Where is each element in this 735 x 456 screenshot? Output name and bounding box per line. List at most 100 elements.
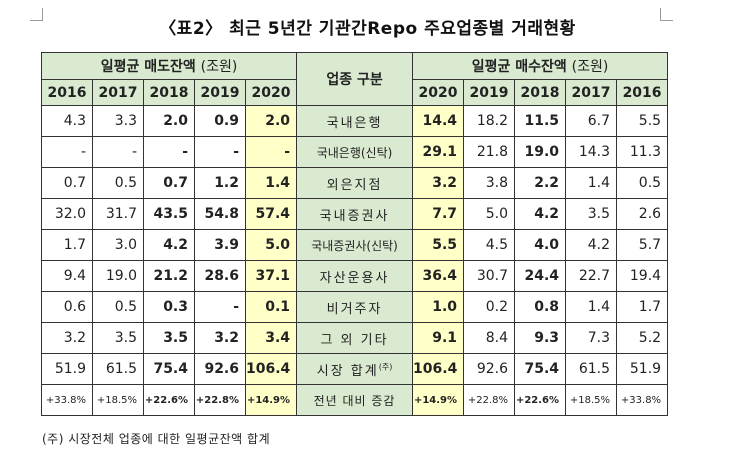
buy-value-cell: 5.7 [616, 229, 669, 261]
sell-value-cell: 19.0 [92, 260, 144, 292]
sell-value-cell: 5.0 [244, 229, 298, 261]
buy-value-cell: 14.4 [412, 105, 465, 137]
buy-value-cell: 3.5 [565, 198, 618, 230]
category-cell: 국내은행 [296, 105, 414, 137]
sell-value-cell: - [244, 136, 298, 168]
sell-value-cell: +22.6% [143, 384, 195, 416]
sell-value-cell: 54.8 [194, 198, 246, 230]
table-title: 〈표2〉 최근 5년간 기관간Repo 주요업종별 거래현황 [159, 19, 576, 39]
sell-value-cell: 3.9 [194, 229, 246, 261]
sell-value-cell: 2.0 [143, 105, 195, 137]
sell-year-header: 2017 [92, 79, 144, 106]
table-row: 1.7 3.0 4.2 3.9 5.0 국내증권사(신탁) 5.5 4.5 4.0 4.2 5.7 [41, 229, 669, 261]
buy-value-cell: 5.2 [616, 322, 669, 354]
table-row: - - - - - 국내은행(신탁) 29.1 21.8 19.0 14.3 11.3 [41, 136, 669, 168]
footnote-marker: (주) [378, 362, 393, 372]
sell-value-cell: - [194, 136, 246, 168]
sell-value-cell: 0.3 [143, 291, 195, 323]
buy-value-cell: 51.9 [616, 353, 669, 385]
repo-table: 일평균 매도잔액 (조원) 업종 구분 일평균 매수잔액 (조원) 2016 2… [40, 52, 669, 416]
buy-value-cell: 11.5 [514, 105, 567, 137]
sell-value-cell: 9.4 [41, 260, 93, 292]
sell-year-header: 2018 [143, 79, 195, 106]
sell-value-cell: 4.3 [41, 105, 93, 137]
buy-value-cell: 21.8 [463, 136, 516, 168]
sell-value-cell: 57.4 [244, 198, 298, 230]
buy-value-cell: 14.3 [565, 136, 618, 168]
buy-value-cell: 7.3 [565, 322, 618, 354]
buy-value-cell: +22.6% [514, 384, 567, 416]
buy-value-cell: 1.4 [565, 167, 618, 199]
category-cell: 국내은행(신탁) [296, 136, 414, 168]
buy-value-cell: 61.5 [565, 353, 618, 385]
buy-year-header: 2017 [565, 79, 618, 106]
sell-value-cell: 0.7 [143, 167, 195, 199]
sell-value-cell: 0.1 [244, 291, 298, 323]
sell-value-cell: - [92, 136, 144, 168]
category-label: 자산운용사 [319, 270, 390, 286]
corner-mark-left [30, 8, 43, 21]
sell-value-cell: 21.2 [143, 260, 195, 292]
table-row: 0.7 0.5 0.7 1.2 1.4 외은지점 3.2 3.8 2.2 1.4 0.5 [41, 167, 669, 199]
buy-value-cell: 29.1 [412, 136, 465, 168]
sell-value-cell: +22.8% [194, 384, 246, 416]
sell-value-cell: 4.2 [143, 229, 195, 261]
sell-value-cell: 3.5 [92, 322, 144, 354]
buy-value-cell: 106.4 [412, 353, 465, 385]
category-label: 비거주자 [326, 301, 383, 317]
category-cell: 비거주자 [296, 291, 414, 323]
buy-value-cell: 5.5 [412, 229, 465, 261]
buy-value-cell: 4.2 [565, 229, 618, 261]
buy-value-cell: 8.4 [463, 322, 516, 354]
buy-value-cell: 18.2 [463, 105, 516, 137]
buy-value-cell: 3.2 [412, 167, 465, 199]
sell-value-cell: 0.5 [92, 291, 144, 323]
buy-value-cell: 30.7 [463, 260, 516, 292]
sell-value-cell: 3.2 [194, 322, 246, 354]
table-row: 0.6 0.5 0.3-0.1 비거주자 1.0 0.2 0.8 1.4 1.7 [41, 291, 669, 323]
buy-balance-header: 일평균 매수잔액 (조원) [412, 52, 669, 80]
buy-value-cell: +18.5% [565, 384, 618, 416]
yoy-change-row: +33.8% +18.5% +22.6% +22.8% +14.9% 전년 대비 증감 +1… [41, 384, 669, 416]
category-cell: 시장 합계(주) [296, 353, 414, 385]
category-label: 국내은행(신탁) [316, 145, 393, 160]
buy-value-cell: 75.4 [514, 353, 567, 385]
category-label: 시장 합계 [316, 363, 379, 379]
buy-balance-unit: (조원) [571, 59, 609, 75]
buy-value-cell: 19.4 [616, 260, 669, 292]
sell-value-cell: 43.5 [143, 198, 195, 230]
buy-value-cell: 6.7 [565, 105, 618, 137]
buy-year-header: 2016 [616, 79, 669, 106]
category-cell: 국내증권사 [296, 198, 414, 230]
buy-value-cell: 24.4 [514, 260, 567, 292]
category-cell: 외은지점 [296, 167, 414, 199]
buy-value-cell: 9.1 [412, 322, 465, 354]
footnote: (주) 시장전체 업종에 대한 일평균잔액 합계 [42, 432, 271, 446]
buy-year-header: 2018 [514, 79, 567, 106]
category-cell: 그 외 기타 [296, 322, 414, 354]
category-label: 전년 대비 증감 [313, 393, 396, 408]
sell-value-cell: 1.7 [41, 229, 93, 261]
sell-year-header: 2020 [244, 79, 298, 106]
sell-value-cell: - [194, 291, 246, 323]
buy-value-cell: 7.7 [412, 198, 465, 230]
table-row: 3.2 3.5 3.5 3.2 3.4 그 외 기타 9.1 8.4 9.3 7.3 5.2 [41, 322, 669, 354]
table-body: 4.3 3.3 2.0 0.9 2.0 국내은행 14.4 18.2 11.5 6.7 5.5- - -… [41, 105, 669, 416]
sell-value-cell: +14.9% [244, 384, 298, 416]
buy-year-header: 2019 [463, 79, 516, 106]
sell-value-cell: 3.3 [92, 105, 144, 137]
sell-balance-unit: (조원) [200, 59, 238, 75]
sell-balance-label: 일평균 매도잔액 [100, 59, 196, 75]
year-header-row: 2016 2017 2018 2019 2020 2020 2019 2018 … [41, 79, 669, 106]
category-cell: 전년 대비 증감 [296, 384, 414, 416]
sell-year-header: 2019 [194, 79, 246, 106]
sell-value-cell: 32.0 [41, 198, 93, 230]
buy-value-cell: 9.3 [514, 322, 567, 354]
buy-value-cell: 0.5 [616, 167, 669, 199]
buy-value-cell: 5.0 [463, 198, 516, 230]
buy-value-cell: 1.0 [412, 291, 465, 323]
sell-value-cell: 37.1 [244, 260, 298, 292]
sell-value-cell: +33.8% [41, 384, 93, 416]
sell-value-cell: - [143, 136, 195, 168]
buy-value-cell: 36.4 [412, 260, 465, 292]
